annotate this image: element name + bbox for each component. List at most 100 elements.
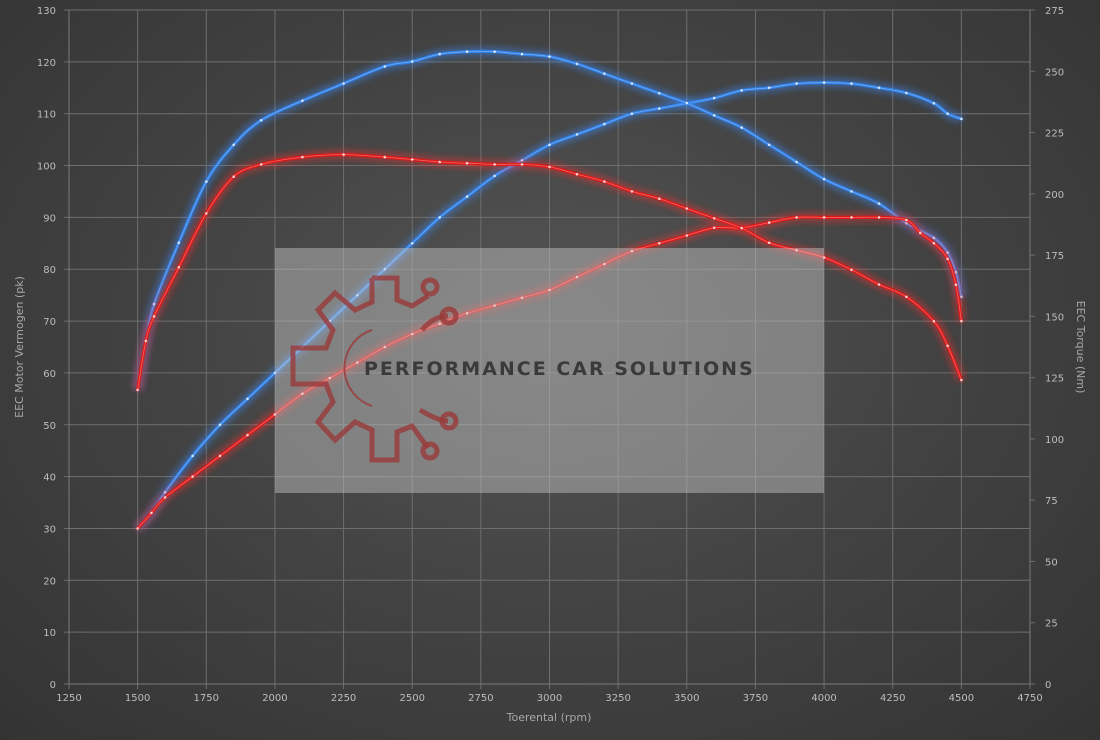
series-point (822, 256, 826, 259)
series-point (356, 361, 359, 364)
series-point (438, 216, 442, 219)
series-point (191, 454, 194, 458)
series-line (136, 153, 963, 392)
series-point (877, 216, 881, 219)
y-left-tick-label: 70 (43, 317, 56, 328)
x-tick-label: 3750 (743, 693, 768, 704)
y-right-tick-label: 150 (1045, 312, 1064, 323)
series-point (795, 248, 798, 252)
series-point (685, 234, 689, 237)
series-point (342, 153, 345, 156)
series-point (493, 304, 496, 307)
series-point (603, 122, 606, 126)
series-point (493, 163, 496, 166)
series-point (575, 275, 579, 279)
series-point (383, 65, 387, 68)
x-tick-label: 4500 (949, 693, 974, 704)
y-left-tick-label: 60 (43, 369, 56, 380)
series-point (960, 319, 963, 323)
series-point (410, 242, 414, 245)
series-point (658, 197, 661, 200)
series-point (795, 160, 798, 164)
x-tick-label: 3000 (537, 693, 562, 704)
series-point (383, 155, 387, 159)
series-point (932, 320, 936, 323)
series-point (850, 82, 853, 85)
series-point (603, 180, 606, 183)
y-left-tick-label: 10 (43, 628, 56, 639)
series-point (136, 527, 139, 530)
series-2 (134, 212, 966, 532)
series-point (259, 163, 263, 166)
series-point (712, 217, 716, 220)
series-point (152, 315, 156, 318)
series-point (465, 161, 469, 165)
y-left-tick-label: 30 (43, 524, 56, 535)
series-point (273, 371, 277, 375)
series-point (548, 288, 551, 292)
series-point (410, 60, 414, 63)
series-point (960, 117, 963, 121)
series-point (438, 52, 442, 56)
series-group (133, 46, 966, 532)
y-left-tick-label: 0 (50, 680, 56, 691)
series-point (685, 101, 689, 105)
y-axis-left-title: EEC Motor Vermogen (pk) (13, 276, 26, 418)
series-point (712, 96, 716, 100)
x-tick-label: 1750 (194, 693, 219, 704)
series-point (301, 392, 304, 396)
y-right-tick-label: 100 (1045, 435, 1064, 446)
series-point (493, 50, 496, 53)
series-point (301, 155, 304, 159)
series-point (150, 511, 153, 515)
watermark: PERFORMANCE CAR SOLUTIONS (275, 248, 824, 493)
y-right-tick-label: 225 (1045, 129, 1064, 140)
series-point (877, 86, 881, 90)
series-point (177, 266, 181, 269)
x-tick-label: 1250 (56, 693, 81, 704)
series-point (822, 81, 826, 84)
series-point (946, 257, 949, 261)
series-point (465, 195, 469, 198)
x-tick-label: 2500 (399, 693, 424, 704)
series-point (850, 268, 853, 272)
series-point (603, 72, 606, 75)
series-point (767, 221, 771, 224)
series-point (520, 296, 524, 300)
x-axis-title: Toerental (rpm) (506, 711, 592, 724)
series-point (850, 190, 853, 193)
series-point (465, 312, 469, 315)
series-point (932, 102, 936, 105)
series-line-highlight (137, 154, 962, 390)
series-point (795, 82, 798, 85)
series-point (822, 216, 826, 219)
series-point (493, 174, 496, 178)
series-point (328, 376, 332, 380)
x-tick-label: 3250 (605, 693, 630, 704)
series-point (383, 267, 387, 271)
y-left-tick-label: 120 (37, 58, 56, 69)
series-point (685, 207, 689, 210)
series-point (740, 226, 743, 230)
x-tick-label: 2250 (331, 693, 356, 704)
series-point (877, 202, 881, 205)
x-tick-label: 2750 (468, 693, 493, 704)
series-point (918, 231, 922, 235)
series-point (232, 143, 235, 147)
series-point (712, 114, 716, 117)
series-point (438, 160, 442, 164)
series-point (905, 218, 908, 222)
y-left-tick-label: 130 (37, 6, 56, 17)
series-point (932, 242, 936, 245)
series-point (630, 112, 634, 115)
series-point (232, 175, 235, 178)
x-tick-label: 4250 (880, 693, 905, 704)
series-point (246, 397, 249, 401)
y-right-tick-label: 175 (1045, 251, 1064, 262)
series-point (301, 99, 304, 102)
series-point (658, 107, 661, 110)
x-tick-label: 4000 (811, 693, 836, 704)
series-point (946, 112, 949, 115)
watermark-panel (275, 248, 824, 493)
y-left-tick-label: 110 (37, 110, 56, 121)
